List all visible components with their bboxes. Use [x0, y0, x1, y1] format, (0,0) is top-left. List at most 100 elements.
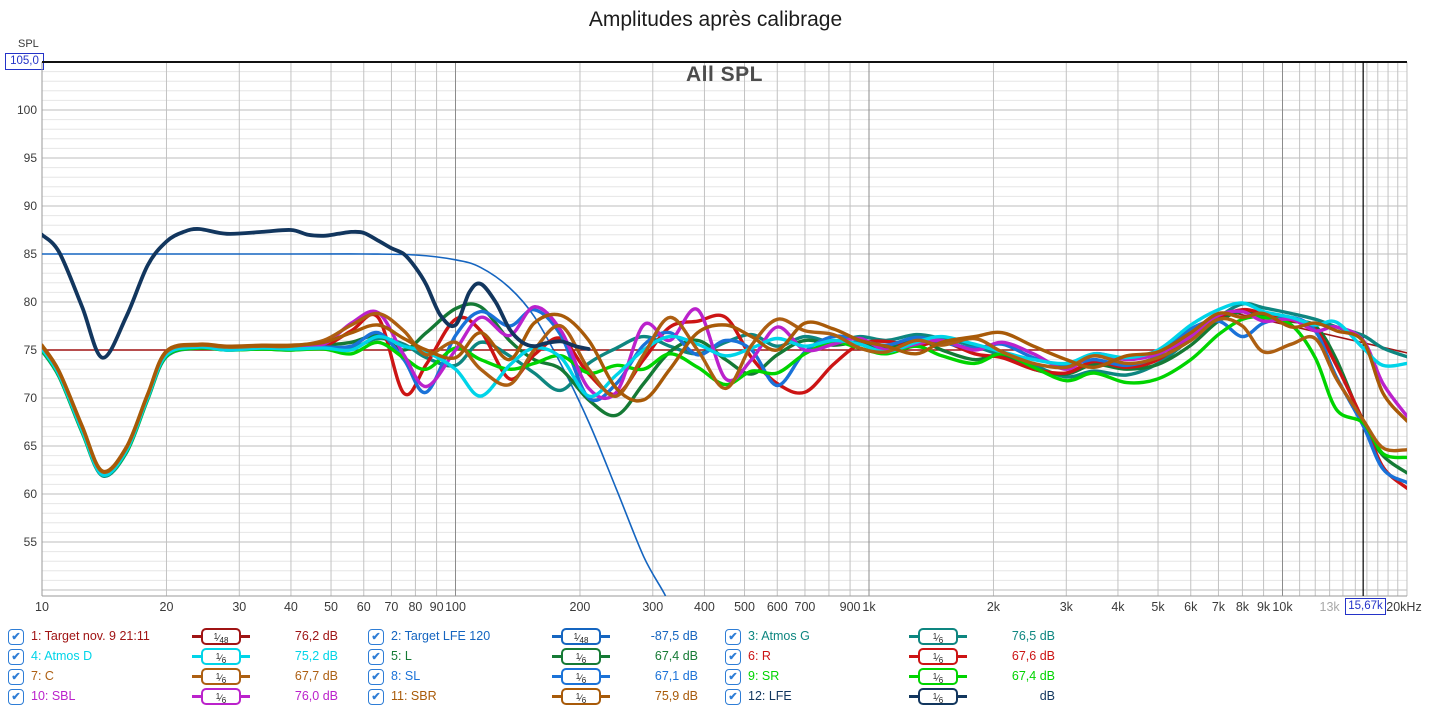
smoothing-badge[interactable]: 1⁄6 [192, 688, 250, 705]
trace-lfe [42, 227, 591, 360]
legend-entry-8: ✔ 8: SL 1⁄6 67,1 dB [368, 668, 704, 686]
legend-entry-11: ✔ 11: SBR 1⁄6 75,9 dB [368, 688, 704, 706]
svg-text:85: 85 [24, 247, 38, 261]
svg-text:13k: 13k [1320, 600, 1341, 614]
trace-visibility-checkbox[interactable]: ✔ [8, 669, 24, 685]
trace-color-stub [601, 695, 610, 698]
legend-entry-2: ✔ 2: Target LFE 120 1⁄48 -87,5 dB [368, 628, 704, 646]
svg-text:900: 900 [840, 600, 861, 614]
legend-entry-6: ✔ 6: R 1⁄6 67,6 dB [725, 648, 1061, 666]
trace-label[interactable]: 11: SBR [391, 689, 437, 703]
svg-text:5k: 5k [1151, 600, 1165, 614]
gridlines [41, 62, 1408, 596]
trace-cursor-value: 67,7 dB [294, 669, 338, 683]
svg-text:20: 20 [160, 600, 174, 614]
smoothing-value: 1⁄6 [201, 648, 241, 665]
trace-label[interactable]: 8: SL [391, 669, 421, 683]
trace-color-stub [601, 675, 610, 678]
trace-cursor-value: 67,6 dB [1011, 649, 1055, 663]
smoothing-badge[interactable]: 1⁄6 [909, 668, 967, 685]
smoothing-badge[interactable]: 1⁄48 [192, 628, 250, 645]
trace-color-stub [192, 655, 201, 658]
trace-cursor-value: 67,4 dB [1011, 669, 1055, 683]
svg-text:3k: 3k [1060, 600, 1074, 614]
trace-visibility-checkbox[interactable]: ✔ [368, 669, 384, 685]
svg-text:10: 10 [35, 600, 49, 614]
trace-cursor-value: 75,9 dB [654, 689, 698, 703]
y-axis-tick-labels: 100 95 90 85 80 75 70 65 60 55 [17, 103, 37, 549]
trace-label[interactable]: 2: Target LFE 120 [391, 629, 491, 643]
trace-label[interactable]: 10: SBL [31, 689, 76, 703]
svg-text:6k: 6k [1184, 600, 1198, 614]
plot-border [41, 61, 1407, 597]
trace-label[interactable]: 5: L [391, 649, 412, 663]
traces [42, 227, 1407, 596]
smoothing-badge[interactable]: 1⁄6 [552, 648, 610, 665]
trace-visibility-checkbox[interactable]: ✔ [725, 629, 741, 645]
legend-entry-4: ✔ 4: Atmos D 1⁄6 75,2 dB [8, 648, 344, 666]
svg-text:80: 80 [408, 600, 422, 614]
trace-label[interactable]: 1: Target nov. 9 21:11 [31, 629, 150, 643]
legend-entry-5: ✔ 5: L 1⁄6 67,4 dB [368, 648, 704, 666]
svg-text:100: 100 [17, 103, 37, 117]
svg-text:90: 90 [24, 199, 38, 213]
smoothing-value: 1⁄6 [918, 648, 958, 665]
svg-text:600: 600 [767, 600, 788, 614]
page-title: Amplitudes après calibrage [588, 8, 843, 31]
trace-color-stub [909, 655, 918, 658]
trace-color-stub [958, 695, 967, 698]
trace-color-stub [909, 635, 918, 638]
smoothing-value: 1⁄48 [561, 628, 601, 645]
svg-text:10k: 10k [1272, 600, 1293, 614]
trace-cursor-value: 76,0 dB [294, 689, 338, 703]
trace-sbr [42, 311, 1407, 474]
smoothing-value: 1⁄6 [561, 688, 601, 705]
trace-label[interactable]: 6: R [748, 649, 771, 663]
smoothing-badge[interactable]: 1⁄6 [552, 668, 610, 685]
trace-visibility-checkbox[interactable]: ✔ [8, 649, 24, 665]
svg-text:40: 40 [284, 600, 298, 614]
trace-label[interactable]: 3: Atmos G [748, 629, 810, 643]
smoothing-badge[interactable]: 1⁄6 [909, 628, 967, 645]
trace-visibility-checkbox[interactable]: ✔ [368, 649, 384, 665]
trace-visibility-checkbox[interactable]: ✔ [725, 669, 741, 685]
svg-text:20kHz: 20kHz [1386, 600, 1421, 614]
legend-entry-3: ✔ 3: Atmos G 1⁄6 76,5 dB [725, 628, 1061, 646]
trace-label[interactable]: 9: SR [748, 669, 780, 683]
trace-color-stub [192, 635, 201, 638]
svg-text:50: 50 [324, 600, 338, 614]
smoothing-badge[interactable]: 1⁄6 [909, 688, 967, 705]
smoothing-badge[interactable]: 1⁄6 [192, 668, 250, 685]
chart-title: All SPL [685, 63, 763, 86]
trace-visibility-checkbox[interactable]: ✔ [8, 689, 24, 705]
smoothing-badge[interactable]: 1⁄6 [192, 648, 250, 665]
smoothing-value: 1⁄6 [561, 668, 601, 685]
trace-cursor-value: 76,2 dB [294, 629, 338, 643]
svg-text:300: 300 [642, 600, 663, 614]
smoothing-value: 1⁄6 [918, 668, 958, 685]
trace-visibility-checkbox[interactable]: ✔ [725, 689, 741, 705]
smoothing-badge[interactable]: 1⁄6 [552, 688, 610, 705]
trace-target-lfe-120 [42, 253, 667, 596]
trace-visibility-checkbox[interactable]: ✔ [725, 649, 741, 665]
legend-entry-10: ✔ 10: SBL 1⁄6 76,0 dB [8, 688, 344, 706]
trace-label[interactable]: 4: Atmos D [31, 649, 93, 663]
smoothing-badge[interactable]: 1⁄48 [552, 628, 610, 645]
trace-visibility-checkbox[interactable]: ✔ [8, 629, 24, 645]
trace-color-stub [909, 695, 918, 698]
trace-visibility-checkbox[interactable]: ✔ [368, 629, 384, 645]
trace-label[interactable]: 12: LFE [748, 689, 792, 703]
smoothing-value: 1⁄6 [918, 628, 958, 645]
svg-text:70: 70 [384, 600, 398, 614]
trace-visibility-checkbox[interactable]: ✔ [368, 689, 384, 705]
svg-text:4k: 4k [1111, 600, 1125, 614]
cursor-frequency-readout: 15,67k [1345, 598, 1386, 615]
smoothing-badge[interactable]: 1⁄6 [909, 648, 967, 665]
trace-color-stub [192, 695, 201, 698]
trace-label[interactable]: 7: C [31, 669, 54, 683]
smoothing-value: 1⁄6 [918, 688, 958, 705]
trace-cursor-value: 67,1 dB [654, 669, 698, 683]
svg-text:2k: 2k [987, 600, 1001, 614]
